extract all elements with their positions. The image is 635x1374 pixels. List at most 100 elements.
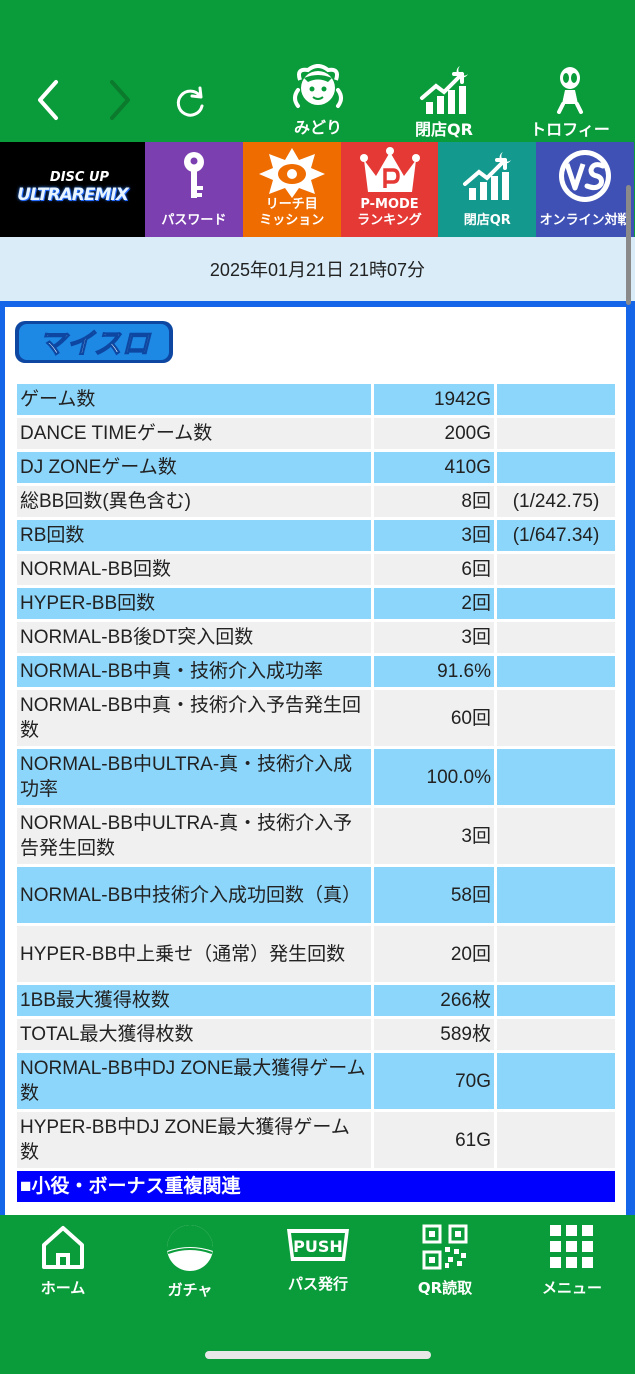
chart-moon-icon — [420, 66, 468, 114]
closing-qr-button[interactable]: 閉店QR — [404, 64, 484, 140]
row-label: NORMAL-BB中ULTRA-真・技術介入予告発生回数 — [17, 808, 371, 864]
row-value: 6回 — [374, 554, 494, 585]
scrollbar[interactable] — [626, 185, 631, 305]
midori-button[interactable]: みどり — [280, 64, 356, 138]
qr-code-icon — [422, 1224, 468, 1270]
gacha-label: ガチャ — [167, 1281, 213, 1299]
push-badge-text: PUSH — [293, 1237, 343, 1256]
row-label: NORMAL-BB後DT突入回数 — [17, 622, 371, 653]
back-button[interactable] — [28, 78, 68, 122]
row-label: NORMAL-BB中真・技術介入予告発生回数 — [17, 690, 371, 746]
row-value: 61G — [374, 1112, 494, 1168]
row-value: 2回 — [374, 588, 494, 619]
table-row: HYPER-BB回数 2回 — [17, 588, 615, 619]
row-extra — [497, 452, 615, 483]
midori-label: みどり — [293, 118, 342, 137]
chart-moon-icon — [463, 152, 512, 200]
row-value: 3回 — [374, 808, 494, 864]
row-label: NORMAL-BB中技術介入成功回数（真） — [17, 867, 371, 923]
reload-icon — [176, 86, 204, 117]
reach-mission-tile[interactable]: リーチ目 ミッション — [242, 142, 341, 237]
row-label: TOTAL最大獲得枚数 — [17, 1019, 371, 1050]
row-value: 60回 — [374, 690, 494, 746]
home-label: ホーム — [40, 1279, 86, 1297]
row-label: DJ ZONEゲーム数 — [17, 452, 371, 483]
home-button[interactable]: ホーム — [8, 1223, 118, 1298]
row-value: 8回 — [374, 486, 494, 517]
row-label: DANCE TIMEゲーム数 — [17, 418, 371, 449]
table-row: NORMAL-BB中ULTRA-真・技術介入成功率 100.0% — [17, 749, 615, 805]
top-navigation-bar: みどり 閉店QR トロフィー — [0, 0, 635, 142]
row-extra — [497, 690, 615, 746]
pass-issue-label: パス発行 — [287, 1275, 348, 1293]
row-label: NORMAL-BB中DJ ZONE最大獲得ゲーム数 — [17, 1053, 371, 1109]
table-row: NORMAL-BB中真・技術介入成功率 91.6% — [17, 656, 615, 687]
qr-read-button[interactable]: QR読取 — [390, 1223, 500, 1298]
midori-character-icon — [293, 64, 343, 108]
gacha-button[interactable]: ガチャ — [135, 1223, 245, 1300]
row-extra — [497, 622, 615, 653]
menu-icon-strip: DISC UP ULTRAREMIX パスワード リーチ目 ミッション P-MO… — [0, 142, 635, 237]
row-label: 総BB回数(異色含む) — [17, 486, 371, 517]
row-value: 266枚 — [374, 985, 494, 1016]
myslo-panel: マイスロ ゲーム数 1942G DANCE TIMEゲーム数 200G DJ ZONEゲ… — [5, 307, 626, 1215]
closing-qr-tile-label: 閉店QR — [463, 213, 511, 228]
row-extra — [497, 808, 615, 864]
table-row: NORMAL-BB中DJ ZONE最大獲得ゲーム数 70G — [17, 1053, 615, 1109]
home-indicator[interactable] — [205, 1351, 431, 1359]
forward-button[interactable] — [100, 78, 140, 122]
push-badge-icon: PUSH — [287, 1229, 349, 1261]
menu-label: メニュー — [541, 1279, 602, 1297]
row-label: NORMAL-BB回数 — [17, 554, 371, 585]
gacha-capsule-icon — [167, 1225, 213, 1271]
row-value: 1942G — [374, 384, 494, 415]
myslo-logo: マイスロ — [15, 321, 173, 363]
reload-button[interactable] — [170, 82, 210, 122]
qr-read-label: QR読取 — [417, 1279, 473, 1297]
row-extra — [497, 656, 615, 687]
online-battle-tile[interactable]: オンライン対戦 — [536, 142, 634, 237]
table-row: HYPER-BB中上乗せ（通常）発生回数 20回 — [17, 926, 615, 982]
row-extra — [497, 867, 615, 923]
trophy-label: トロフィー — [530, 120, 610, 139]
logo-line1: DISC UP — [49, 170, 110, 185]
online-battle-label: オンライン対戦 — [539, 213, 631, 228]
row-label: NORMAL-BB中ULTRA-真・技術介入成功率 — [17, 749, 371, 805]
password-label: パスワード — [161, 213, 227, 228]
row-value: 20回 — [374, 926, 494, 982]
reach-mission-label: リーチ目 ミッション — [259, 197, 325, 228]
row-extra — [497, 418, 615, 449]
table-row: NORMAL-BB回数 6回 — [17, 554, 615, 585]
table-row: HYPER-BB中DJ ZONE最大獲得ゲーム数 61G — [17, 1112, 615, 1168]
row-extra — [497, 1053, 615, 1109]
row-value: 200G — [374, 418, 494, 449]
row-value: 100.0% — [374, 749, 494, 805]
datetime-bar: 2025年01月21日 21時07分 — [0, 237, 635, 301]
row-label: RB回数 — [17, 520, 371, 551]
row-extra — [497, 1019, 615, 1050]
content-frame: マイスロ ゲーム数 1942G DANCE TIMEゲーム数 200G DJ ZONEゲ… — [0, 301, 635, 1215]
menu-button[interactable]: メニュー — [517, 1223, 627, 1298]
pass-issue-button[interactable]: PUSH パス発行 — [263, 1223, 373, 1294]
logo-line2: ULTRAREMIX — [17, 185, 129, 205]
table-row: NORMAL-BB後DT突入回数 3回 — [17, 622, 615, 653]
disc-up-ultra-remix-logo[interactable]: DISC UP ULTRAREMIX — [0, 142, 145, 237]
p-mode-ranking-label: P-MODE ランキング — [357, 197, 422, 228]
row-extra — [497, 588, 615, 619]
row-value: 70G — [374, 1053, 494, 1109]
key-icon — [184, 152, 204, 198]
closing-qr-tile[interactable]: 閉店QR — [438, 142, 537, 237]
row-extra — [497, 749, 615, 805]
p-mode-ranking-tile[interactable]: P-MODE ランキング — [340, 142, 439, 237]
chevron-left-icon — [38, 80, 58, 120]
trophy-button[interactable]: トロフィー — [530, 64, 610, 140]
row-label: 1BB最大獲得枚数 — [17, 985, 371, 1016]
trophy-figure-icon — [557, 67, 583, 114]
row-label: HYPER-BB回数 — [17, 588, 371, 619]
chevron-right-icon — [110, 80, 130, 120]
crown-icon — [359, 147, 420, 192]
table-row: ゲーム数 1942G — [17, 384, 615, 415]
row-label: ゲーム数 — [17, 384, 371, 415]
myslo-logo-text: マイスロ — [38, 327, 151, 360]
password-tile[interactable]: パスワード — [145, 142, 243, 237]
